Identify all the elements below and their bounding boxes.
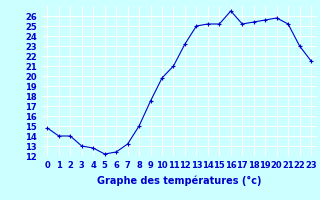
X-axis label: Graphe des températures (°c): Graphe des températures (°c): [97, 175, 261, 186]
